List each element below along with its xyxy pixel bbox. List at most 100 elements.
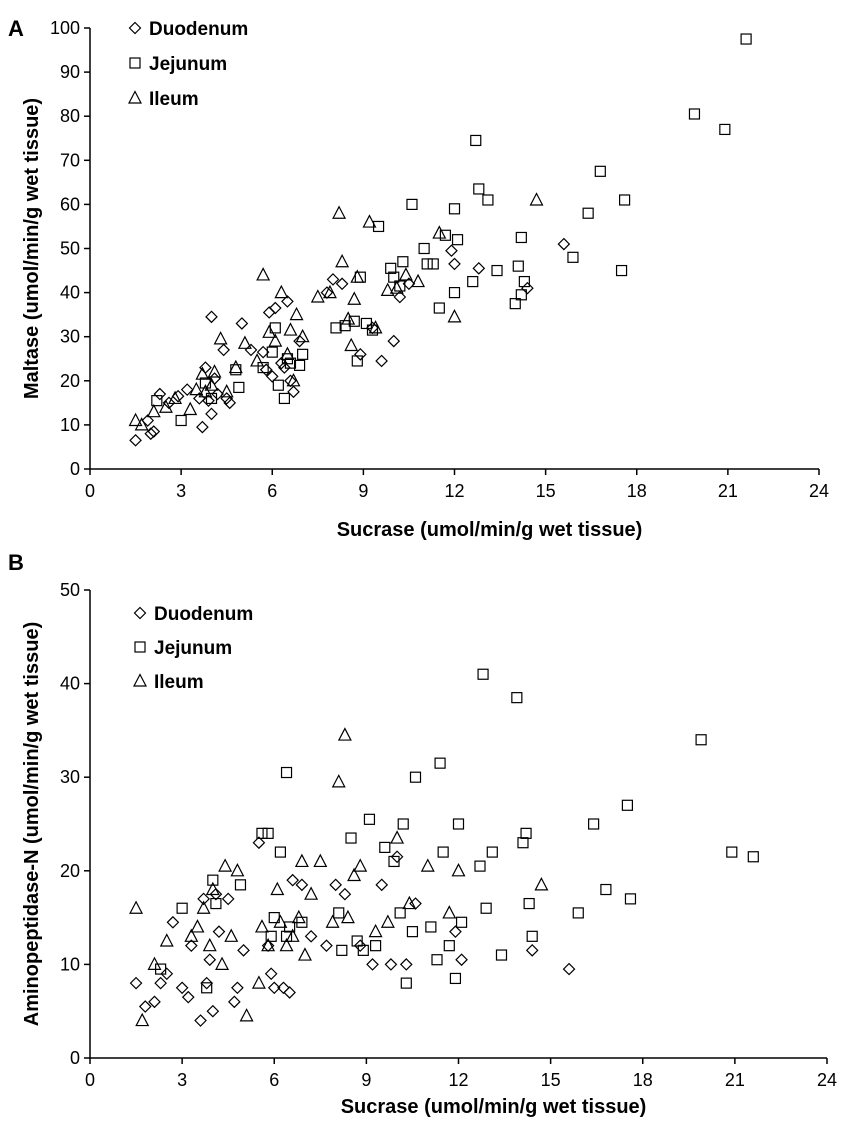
data-point-ileum — [337, 727, 352, 741]
data-point-duodenum — [184, 939, 198, 953]
data-point-ileum — [215, 956, 230, 971]
data-point-duodenum — [197, 892, 210, 906]
data-point-duodenum — [196, 420, 209, 434]
data-point-ileum — [380, 914, 395, 928]
data-point-jejunum — [406, 926, 419, 938]
data-point-jejunum — [439, 229, 451, 241]
data-point-jejunum — [486, 846, 498, 858]
data-point-duodenum — [237, 944, 250, 957]
data-point-jejunum — [448, 203, 461, 215]
data-point-ileum — [347, 291, 362, 305]
data-point-ileum — [190, 919, 205, 933]
data-point-jejunum — [256, 827, 268, 839]
data-point-ileum — [228, 359, 243, 374]
data-point-jejunum — [351, 355, 363, 367]
data-point-ileum — [135, 1012, 150, 1027]
data-point-ileum — [398, 267, 413, 281]
data-point-ileum — [289, 306, 304, 321]
data-point-ileum — [322, 284, 337, 299]
data-point-ileum — [196, 900, 211, 914]
data-point-ileum — [268, 333, 283, 347]
data-point-jejunum — [284, 357, 297, 369]
legend-label-jejunum: Jejunum — [154, 638, 232, 659]
data-point-jejunum — [278, 392, 290, 405]
data-point-ileum — [451, 863, 466, 877]
legend-label-ileum: Ileum — [149, 89, 199, 110]
data-point-duodenum — [399, 958, 413, 971]
data-point-jejunum — [434, 757, 446, 769]
data-point-ileum — [304, 886, 319, 900]
x-tick-label: 6 — [269, 1070, 279, 1090]
x-tick-label: 21 — [718, 481, 738, 501]
y-tick-label: 30 — [60, 767, 80, 787]
data-point-jejunum — [512, 260, 524, 272]
y-tick-label: 10 — [60, 954, 80, 974]
data-point-jejunum — [400, 977, 412, 989]
panel-b-scatter: 0 10 20 30 40 50 0 3 6 9 12 15 18 21 24 Sucrase (umol/m… — [21, 580, 837, 1118]
data-point-jejunum — [425, 921, 437, 933]
data-point-jejunum — [333, 907, 345, 919]
y-tick-label: 60 — [60, 194, 80, 214]
legend-triangle-icon — [133, 673, 147, 687]
data-point-ileum — [295, 328, 310, 343]
data-point-duodenum — [338, 887, 352, 901]
data-point-jejunum — [473, 183, 485, 195]
data-point-jejunum — [266, 346, 278, 358]
data-point-duodenum — [129, 433, 142, 447]
data-point-jejunum — [448, 287, 461, 299]
data-point-jejunum — [726, 846, 738, 858]
data-point-jejunum — [582, 207, 594, 219]
data-point-jejunum — [470, 134, 482, 147]
legend-diamond-icon — [133, 606, 147, 620]
data-point-ileum — [256, 267, 271, 281]
data-point-duodenum — [562, 962, 576, 976]
data-point-ileum — [273, 914, 288, 928]
data-point-jejunum — [511, 692, 523, 704]
data-point-duodenum — [223, 396, 237, 410]
data-point-duodenum — [202, 394, 215, 407]
data-point-jejunum — [433, 302, 445, 314]
data-point-jejunum — [452, 818, 465, 830]
data-point-duodenum — [264, 967, 278, 981]
data-point-jejunum — [366, 324, 379, 336]
data-point-duodenum — [138, 1000, 152, 1013]
data-point-duodenum — [175, 981, 189, 995]
data-point-ileum — [159, 933, 174, 947]
data-point-duodenum — [209, 887, 223, 901]
data-point-ileum — [335, 253, 350, 268]
data-point-jejunum — [688, 108, 701, 120]
data-point-jejunum — [262, 827, 274, 839]
data-point-jejunum — [719, 123, 731, 136]
data-point-jejunum — [491, 264, 503, 277]
data-point-jejunum — [421, 258, 433, 270]
data-point-ileum — [270, 881, 285, 896]
data-point-jejunum — [695, 734, 707, 746]
data-point-duodenum — [448, 257, 461, 271]
x-tick-label: 0 — [85, 1070, 95, 1090]
data-point-ileum — [262, 324, 277, 338]
data-point-jejunum — [388, 271, 400, 283]
panel-b-letter: B — [8, 550, 24, 575]
data-point-duodenum — [445, 244, 458, 258]
panel-a-scatter: 0 10 20 30 40 50 60 70 80 90 100 0 3 6 9 12 15 18 21 24 Sucr… — [21, 18, 829, 541]
data-point-duodenum — [244, 343, 258, 357]
data-point-duodenum — [472, 261, 486, 275]
data-point-ileum — [442, 905, 457, 919]
data-point-duodenum — [329, 878, 343, 892]
data-point-duodenum — [180, 383, 194, 396]
data-point-jejunum — [467, 275, 479, 288]
data-point-duodenum — [521, 281, 534, 295]
y-tick-label: 30 — [60, 327, 80, 347]
data-point-jejunum — [385, 262, 397, 274]
data-point-ileum — [189, 381, 204, 396]
data-point-jejunum — [621, 799, 633, 811]
data-point-jejunum — [293, 359, 306, 371]
x-axis-title: Sucrase (umol/min/g wet tissue) — [341, 1096, 647, 1118]
data-point-jejunum — [515, 289, 527, 301]
data-point-jejunum — [406, 198, 418, 210]
data-point-ileum — [286, 373, 301, 387]
data-point-ileum — [534, 877, 549, 891]
data-point-jejunum — [474, 860, 486, 872]
data-point-ileum — [274, 284, 289, 299]
data-point-jejunum — [274, 846, 286, 858]
